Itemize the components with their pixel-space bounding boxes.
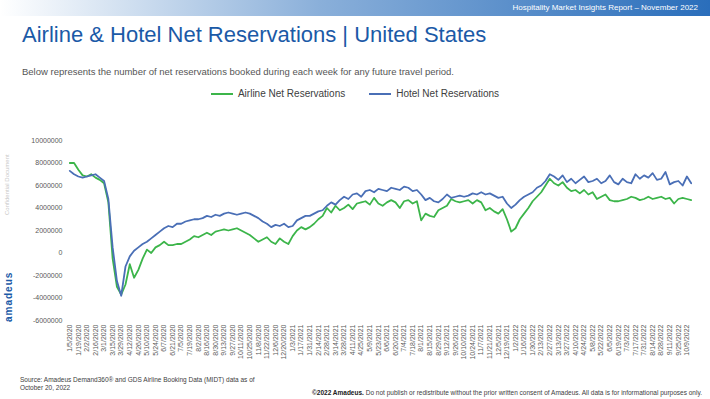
svg-text:3/14/2021: 3/14/2021	[332, 324, 339, 355]
svg-text:2/27/2022: 2/27/2022	[546, 324, 553, 355]
svg-text:11/21/2021: 11/21/2021	[486, 324, 493, 359]
svg-text:5/9/2021: 5/9/2021	[366, 324, 373, 351]
svg-text:7/5/2020: 7/5/2020	[177, 324, 184, 351]
svg-text:5/22/2022: 5/22/2022	[597, 324, 604, 355]
html-text:Below represents the number of: Below represents the number of net reser…	[22, 66, 454, 77]
svg-text:6/6/2021: 6/6/2021	[383, 324, 390, 351]
svg-text:8/14/2022: 8/14/2022	[649, 324, 656, 355]
svg-text:8/28/2022: 8/28/2022	[657, 324, 664, 355]
svg-text:-4000000: -4000000	[33, 294, 63, 301]
svg-text:8/30/2020: 8/30/2020	[212, 324, 219, 355]
svg-text:7/4/2021: 7/4/2021	[400, 324, 407, 351]
svg-text:5/10/2020: 5/10/2020	[143, 324, 150, 355]
svg-text:-6000000: -6000000	[33, 317, 63, 324]
html-text:amadeus: amadeus	[3, 271, 14, 322]
svg-text:10/9/2022: 10/9/2022	[683, 324, 690, 355]
svg-text:2000000: 2000000	[35, 227, 62, 234]
svg-text:6/20/2021: 6/20/2021	[392, 324, 399, 355]
html-text:Airline & Hotel Net Reservatio: Airline & Hotel Net Reservations | Unite…	[22, 22, 487, 47]
svg-text:4/10/2022: 4/10/2022	[572, 324, 579, 355]
svg-text:6/5/2022: 6/5/2022	[606, 324, 613, 351]
svg-text:2/13/2022: 2/13/2022	[537, 324, 544, 355]
svg-text:7/19/2020: 7/19/2020	[186, 324, 193, 355]
svg-text:6/19/2022: 6/19/2022	[615, 324, 622, 355]
svg-text:4/12/2020: 4/12/2020	[126, 324, 133, 355]
svg-text:3/27/2022: 3/27/2022	[563, 324, 570, 355]
svg-text:2/16/2020: 2/16/2020	[92, 324, 99, 355]
svg-text:2/28/2021: 2/28/2021	[323, 324, 330, 355]
html-text:Hotel Net Reservations: Hotel Net Reservations	[396, 88, 499, 99]
html-text:Confidential Document: Confidential Document	[4, 154, 10, 215]
svg-text:10/10/2021: 10/10/2021	[460, 324, 467, 359]
svg-text:8/2/2020: 8/2/2020	[195, 324, 202, 351]
svg-text:7/18/2021: 7/18/2021	[409, 324, 416, 355]
svg-text:12/20/2020: 12/20/2020	[280, 324, 287, 359]
svg-text:1/31/2021: 1/31/2021	[306, 324, 313, 355]
svg-text:12/6/2020: 12/6/2020	[272, 324, 279, 355]
svg-text:9/27/2020: 9/27/2020	[229, 324, 236, 355]
svg-text:12/5/2021: 12/5/2021	[495, 324, 502, 355]
svg-text:1/5/2020: 1/5/2020	[66, 324, 73, 351]
svg-text:6/21/2020: 6/21/2020	[169, 324, 176, 355]
svg-text:11/8/2020: 11/8/2020	[255, 324, 262, 355]
svg-text:0: 0	[59, 249, 63, 256]
svg-text:9/13/2020: 9/13/2020	[220, 324, 227, 355]
svg-text:7/31/2022: 7/31/2022	[640, 324, 647, 355]
svg-text:3/28/2021: 3/28/2021	[340, 324, 347, 355]
svg-text:1/17/2021: 1/17/2021	[297, 324, 304, 355]
svg-text:7/3/2022: 7/3/2022	[623, 324, 630, 351]
svg-text:1/3/2021: 1/3/2021	[289, 324, 296, 351]
svg-text:11/7/2021: 11/7/2021	[477, 324, 484, 355]
svg-text:9/12/2021: 9/12/2021	[443, 324, 450, 355]
html-text:Hospitality Market Insights Re: Hospitality Market Insights Report – Nov…	[512, 3, 698, 12]
svg-text:9/26/2021: 9/26/2021	[452, 324, 459, 355]
svg-text:3/15/2020: 3/15/2020	[109, 324, 116, 355]
svg-text:8/1/2021: 8/1/2021	[417, 324, 424, 351]
svg-text:2/2/2020: 2/2/2020	[83, 324, 90, 351]
svg-text:4/25/2021: 4/25/2021	[357, 324, 364, 355]
svg-text:11/22/2020: 11/22/2020	[263, 324, 270, 359]
svg-text:4000000: 4000000	[35, 204, 62, 211]
svg-text:6000000: 6000000	[35, 182, 62, 189]
svg-text:4/11/2021: 4/11/2021	[349, 324, 356, 355]
svg-text:6/7/2020: 6/7/2020	[160, 324, 167, 351]
svg-text:8/16/2020: 8/16/2020	[203, 324, 210, 355]
svg-text:10/11/2020: 10/11/2020	[237, 324, 244, 359]
svg-text:7/17/2022: 7/17/2022	[632, 324, 639, 355]
svg-text:1/19/2020: 1/19/2020	[75, 324, 82, 355]
svg-text:8/15/2021: 8/15/2021	[426, 324, 433, 355]
svg-text:8/29/2021: 8/29/2021	[435, 324, 442, 355]
svg-text:1/30/2022: 1/30/2022	[529, 324, 536, 355]
svg-text:1/2/2022: 1/2/2022	[512, 324, 519, 351]
svg-text:10000000: 10000000	[31, 137, 62, 144]
html-text:Source: Amadeus Demand360® and: Source: Amadeus Demand360® and GDS Airli…	[20, 376, 255, 391]
svg-text:3/1/2020: 3/1/2020	[100, 324, 107, 351]
svg-text:5/24/2020: 5/24/2020	[152, 324, 159, 355]
html-text:Airline Net Reservations: Airline Net Reservations	[238, 88, 346, 99]
svg-text:12/19/2021: 12/19/2021	[503, 324, 510, 359]
svg-text:4/26/2020: 4/26/2020	[135, 324, 142, 355]
svg-text:5/8/2022: 5/8/2022	[589, 324, 596, 351]
svg-text:2/14/2021: 2/14/2021	[315, 324, 322, 355]
svg-text:3/29/2020: 3/29/2020	[117, 324, 124, 355]
svg-text:9/25/2022: 9/25/2022	[675, 324, 682, 355]
svg-text:5/23/2021: 5/23/2021	[375, 324, 382, 355]
svg-text:3/13/2022: 3/13/2022	[555, 324, 562, 355]
svg-text:8000000: 8000000	[35, 159, 62, 166]
svg-text:-2000000: -2000000	[33, 272, 63, 279]
svg-text:1/16/2022: 1/16/2022	[520, 324, 527, 355]
html-text:©2022 Amadeus. Do not publish: ©2022 Amadeus. Do not publish or redistr…	[312, 389, 702, 396]
svg-text:4/24/2022: 4/24/2022	[580, 324, 587, 355]
svg-text:10/25/2020: 10/25/2020	[246, 324, 253, 359]
svg-text:9/11/2022: 9/11/2022	[666, 324, 673, 355]
svg-text:10/24/2021: 10/24/2021	[469, 324, 476, 359]
